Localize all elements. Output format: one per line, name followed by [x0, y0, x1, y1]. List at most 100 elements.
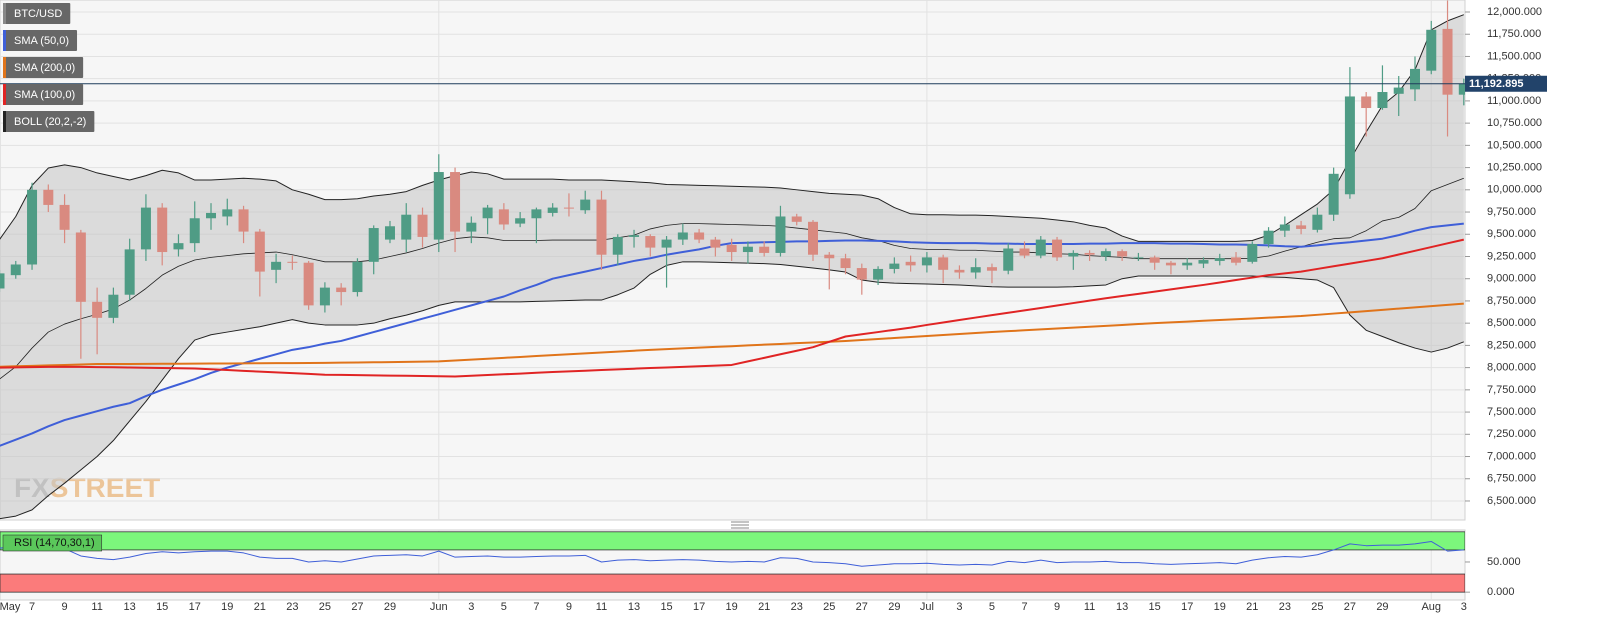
x-tick-label: 13 — [628, 601, 640, 613]
candle-body — [189, 218, 200, 244]
legend-swatch — [3, 30, 6, 51]
x-tick-label: 15 — [1149, 601, 1161, 613]
x-tick-label: 27 — [856, 601, 868, 613]
candle-body — [352, 261, 363, 293]
legend-label: SMA (200,0) — [14, 62, 75, 74]
rsi-band — [0, 573, 1465, 593]
candle-body — [384, 226, 395, 240]
x-tick-label: 25 — [319, 601, 331, 613]
x-tick-label: 9 — [1054, 601, 1060, 613]
candle-body — [889, 263, 900, 269]
candle-body — [629, 235, 640, 237]
candle-body — [547, 207, 558, 213]
x-tick-label: 25 — [823, 601, 835, 613]
x-tick-label: 29 — [384, 601, 396, 613]
candle-body — [873, 268, 884, 280]
x-tick-label: 15 — [156, 601, 168, 613]
candle-body — [661, 239, 672, 248]
y-tick-label: 8,750.000 — [1487, 295, 1536, 307]
plot-area — [0, 0, 1465, 520]
y-tick-label: 6,500.000 — [1487, 495, 1536, 507]
candle-body — [59, 204, 70, 230]
candle-body — [1003, 248, 1014, 271]
candle-body — [1377, 92, 1388, 109]
candle-body — [515, 218, 526, 224]
legend-box — [3, 30, 78, 51]
candle-body — [1279, 224, 1290, 231]
candle-body — [986, 267, 997, 271]
candle-body — [1117, 251, 1128, 257]
candle-body — [824, 254, 835, 259]
candle-body — [1052, 239, 1063, 258]
candle-body — [791, 216, 802, 222]
y-tick-label: 7,250.000 — [1487, 428, 1536, 440]
y-tick-label: 9,250.000 — [1487, 250, 1536, 262]
y-tick-label: 9,000.000 — [1487, 273, 1536, 285]
x-tick-label: 7 — [29, 601, 35, 613]
panel-resize-handle[interactable] — [731, 521, 749, 529]
candle-body — [10, 264, 21, 276]
candle-body — [1409, 68, 1420, 90]
candle-body — [401, 214, 412, 240]
candle-body — [596, 199, 607, 255]
x-tick-label: 19 — [221, 601, 233, 613]
candle-body — [254, 231, 265, 272]
x-tick-label: 11 — [596, 601, 607, 613]
bollinger-upper — [0, 14, 1464, 242]
candle-body — [417, 214, 428, 237]
x-tick-label: 25 — [1311, 601, 1323, 613]
candle-body — [108, 294, 119, 318]
candle-body — [1442, 28, 1453, 95]
rsi-band — [0, 531, 1465, 551]
x-tick-label: 23 — [791, 601, 803, 613]
candle-body — [1035, 239, 1046, 256]
x-tick-label: 27 — [351, 601, 363, 613]
x-tick-label: 11 — [91, 601, 102, 613]
y-tick-label: 12,000.000 — [1487, 6, 1542, 18]
candle-body — [840, 258, 851, 269]
candle-body — [905, 261, 916, 266]
y-tick-label: 11,000.000 — [1487, 95, 1541, 107]
legend-label: BOLL (20,2,-2) — [14, 116, 86, 128]
legend-swatch — [3, 57, 6, 78]
sma-line — [0, 238, 1465, 378]
candle-body — [1361, 96, 1372, 109]
y-tick-label: 11,500.000 — [1487, 50, 1541, 62]
candle-body — [531, 209, 542, 219]
y-tick-label: 10,250.000 — [1487, 161, 1542, 173]
candle-body — [856, 268, 867, 280]
legend-swatch — [3, 84, 6, 105]
candle-body — [1458, 83, 1465, 95]
x-tick-label: 5 — [501, 601, 507, 613]
x-tick-label: 23 — [1279, 601, 1291, 613]
x-tick-label: 3 — [468, 601, 474, 613]
candle-body — [271, 261, 282, 270]
candle-body — [954, 269, 965, 273]
y-tick-label: 8,000.000 — [1487, 362, 1536, 374]
candle-body — [970, 267, 981, 273]
x-tick-label: 13 — [1116, 601, 1128, 613]
rsi-legend-box — [2, 534, 103, 552]
candle-body — [1149, 257, 1160, 263]
candle-body — [938, 257, 949, 270]
x-tick-label: 17 — [693, 601, 705, 613]
x-tick-label: Jun — [430, 601, 448, 613]
x-tick-label: 5 — [989, 601, 995, 613]
y-tick-label: 10,500.000 — [1487, 139, 1542, 151]
candle-body — [75, 232, 86, 302]
y-tick-label: 7,000.000 — [1487, 450, 1536, 462]
x-tick-label: 19 — [726, 601, 738, 613]
legend-box — [3, 111, 95, 132]
x-tick-label: 15 — [660, 601, 672, 613]
candle-body — [466, 222, 477, 232]
candle-body — [1133, 257, 1144, 259]
legend-box — [3, 57, 84, 78]
candle-body — [92, 301, 103, 318]
candle-body — [222, 209, 233, 217]
y-tick-label: 6,750.000 — [1487, 473, 1536, 485]
rsi-y-tick-label: 0.000 — [1487, 586, 1515, 598]
last-price-label: 11,192.895 — [1469, 78, 1523, 90]
legend-box — [3, 84, 84, 105]
candle-body — [1426, 29, 1437, 71]
x-tick-label: 21 — [758, 601, 770, 613]
